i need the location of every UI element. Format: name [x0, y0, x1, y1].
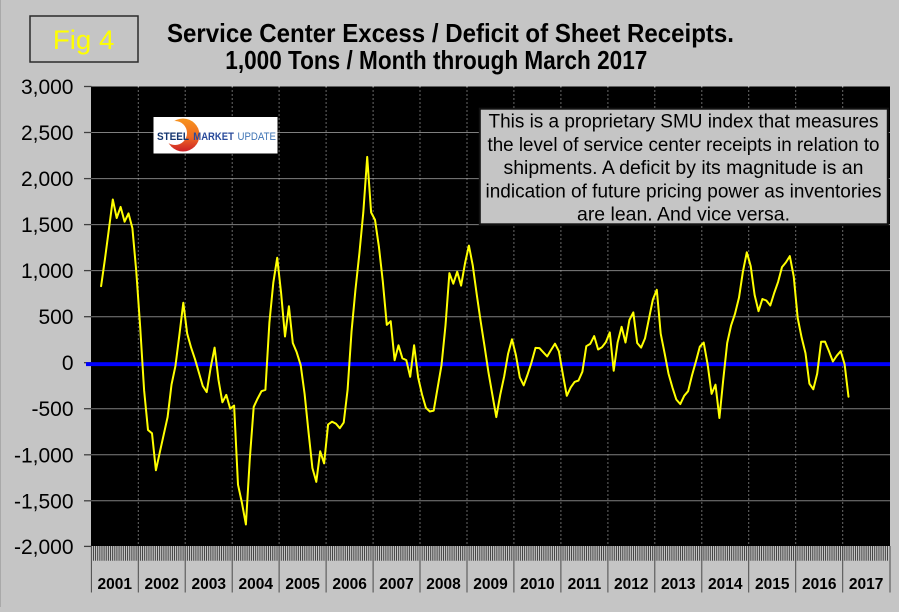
svg-text:STEEL: STEEL	[157, 131, 189, 143]
svg-text:2007: 2007	[379, 576, 413, 593]
svg-text:1,500: 1,500	[21, 214, 74, 237]
svg-text:1,000 Tons / Month through Mar: 1,000 Tons / Month through March 2017	[225, 45, 647, 75]
svg-text:1,000: 1,000	[21, 260, 74, 283]
svg-text:2,500: 2,500	[21, 122, 74, 145]
svg-text:2013: 2013	[661, 576, 696, 593]
svg-text:2012: 2012	[614, 576, 648, 593]
svg-text:-500: -500	[31, 398, 73, 421]
svg-text:2014: 2014	[708, 576, 743, 593]
svg-text:2016: 2016	[802, 576, 837, 593]
svg-text:-1,500: -1,500	[14, 490, 74, 513]
svg-text:-1,000: -1,000	[14, 444, 74, 467]
svg-text:Fig 4: Fig 4	[53, 25, 115, 55]
svg-text:2001: 2001	[98, 576, 133, 593]
svg-text:2002: 2002	[144, 576, 178, 593]
svg-text:indication of future pricing p: indication of future pricing power as in…	[486, 181, 882, 202]
svg-text:2,000: 2,000	[21, 168, 74, 191]
svg-text:the level of service center re: the level of service center receipts in …	[488, 135, 880, 156]
svg-text:MARKET: MARKET	[193, 131, 234, 143]
svg-text:500: 500	[38, 306, 73, 329]
svg-text:2015: 2015	[755, 576, 790, 593]
svg-text:2010: 2010	[520, 576, 554, 593]
svg-text:shipments. A deficit by its ma: shipments. A deficit by its magnitude is…	[504, 158, 864, 179]
svg-text:2003: 2003	[191, 576, 226, 593]
svg-text:2004: 2004	[238, 576, 273, 593]
svg-text:2017: 2017	[849, 576, 883, 593]
svg-text:0: 0	[62, 352, 74, 375]
svg-text:Service Center Excess / Defici: Service Center Excess / Deficit of Sheet…	[167, 18, 734, 48]
svg-text:2006: 2006	[332, 576, 367, 593]
svg-text:UPDATE: UPDATE	[238, 131, 277, 143]
svg-text:2005: 2005	[285, 576, 320, 593]
svg-text:2009: 2009	[473, 576, 508, 593]
svg-text:This is a proprietary SMU inde: This is a proprietary SMU index that mea…	[489, 112, 879, 133]
svg-text:are lean. And vice versa.: are lean. And vice versa.	[577, 205, 790, 226]
svg-text:-2,000: -2,000	[14, 536, 74, 559]
svg-text:2008: 2008	[426, 576, 461, 593]
svg-text:3,000: 3,000	[21, 76, 74, 99]
svg-text:2011: 2011	[568, 576, 602, 593]
